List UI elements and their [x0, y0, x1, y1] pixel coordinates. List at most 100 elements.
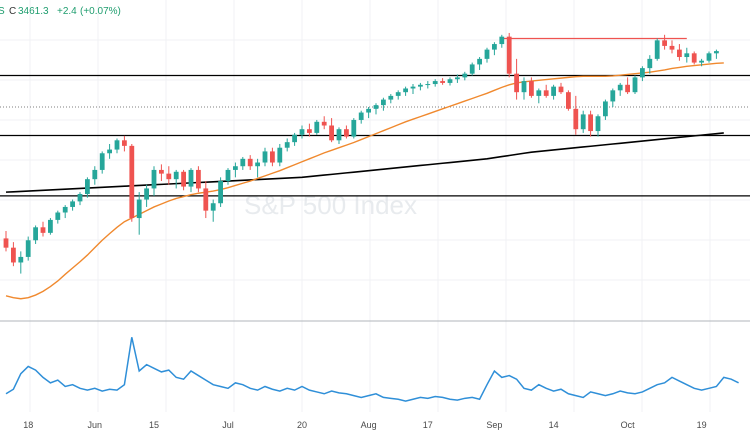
candle-63 [469, 62, 475, 76]
candle-66 [492, 42, 497, 56]
candle-body [381, 99, 386, 106]
candle-body [284, 142, 290, 148]
candle-body [543, 90, 549, 96]
grid-lines [0, 0, 750, 412]
candle-body [669, 45, 675, 50]
candle-27 [203, 181, 209, 219]
candle-0 [3, 231, 9, 252]
candle-body [144, 188, 149, 200]
candle-body [566, 92, 571, 109]
candle-47 [351, 118, 357, 139]
candle-41 [307, 123, 312, 137]
candle-75 [558, 82, 564, 95]
candle-body [351, 119, 357, 137]
candle-body [262, 151, 268, 163]
candle-94 [699, 58, 704, 67]
header-close-label: C [9, 6, 16, 17]
candle-body [196, 169, 201, 189]
ma-slow-path [5, 132, 724, 193]
candle-26 [196, 166, 201, 193]
candle-40 [299, 125, 305, 139]
candle-body [114, 140, 120, 150]
candle-body [551, 86, 556, 96]
candle-53 [395, 90, 401, 100]
candle-body [11, 247, 16, 263]
candle-2 [18, 251, 24, 274]
candle-body [684, 53, 690, 58]
candle-body [321, 121, 327, 126]
candle-body [610, 90, 616, 102]
candle-body [492, 44, 497, 50]
candle-body [425, 84, 431, 86]
candle-body [647, 58, 653, 69]
candle-body [307, 129, 312, 133]
candle-body [617, 84, 623, 91]
candle-45 [336, 127, 342, 145]
x-tick-label: Sep [486, 420, 502, 430]
candle-7 [55, 210, 61, 224]
candle-30 [225, 168, 231, 185]
candle-20 [151, 166, 157, 196]
candle-79 [588, 110, 593, 137]
candle-body [18, 256, 24, 263]
candle-body [188, 169, 194, 187]
candle-57 [425, 81, 431, 89]
candle-body [447, 79, 453, 83]
candle-body [344, 129, 349, 137]
candle-43 [321, 116, 327, 130]
candle-body [506, 36, 512, 74]
header-change: +2.4 [57, 6, 77, 17]
candle-body [595, 116, 601, 132]
ma-fast-line [5, 62, 724, 300]
candle-body [469, 64, 475, 74]
watermark-text: S&P 500 Index [244, 190, 417, 220]
candle-body [203, 188, 209, 211]
candle-54 [403, 86, 408, 96]
candle-70 [521, 77, 527, 100]
candle-33 [247, 155, 253, 170]
x-tick-label: 15 [149, 420, 159, 430]
candle-17 [129, 144, 135, 222]
candle-89 [662, 34, 667, 50]
candle-body [159, 169, 164, 174]
candle-16 [122, 135, 127, 152]
candle-body [706, 53, 712, 61]
candle-body [395, 92, 401, 96]
candle-body [99, 153, 105, 170]
candle-62 [462, 71, 468, 81]
candle-body [632, 77, 638, 93]
candle-body [3, 238, 9, 248]
candle-77 [573, 95, 579, 135]
candle-61 [455, 74, 460, 83]
candle-3 [25, 236, 31, 261]
candle-31 [233, 162, 238, 178]
x-tick-label: Jul [222, 420, 234, 430]
candle-68 [506, 32, 512, 78]
candle-body [136, 199, 142, 219]
candle-body [218, 181, 223, 204]
candle-69 [514, 58, 519, 100]
candle-74 [551, 84, 556, 100]
candle-body [277, 147, 283, 163]
candle-22 [166, 166, 172, 185]
x-tick-label: 14 [549, 420, 559, 430]
candle-body [484, 49, 490, 59]
candle-body [373, 105, 379, 109]
candle-body [403, 88, 408, 93]
candle-body [336, 129, 342, 141]
candle-23 [173, 169, 179, 189]
candle-body [603, 101, 608, 117]
candle-body [233, 166, 238, 170]
candle-body [92, 169, 98, 180]
candle-body [580, 114, 586, 130]
candle-body [122, 140, 127, 146]
candle-32 [240, 156, 246, 170]
candle-body [529, 81, 534, 96]
candle-body [521, 81, 527, 93]
candle-body [573, 108, 579, 130]
candle-body [514, 73, 519, 93]
candle-body [329, 125, 334, 141]
candle-body [77, 193, 83, 202]
candle-87 [647, 55, 653, 74]
candle-body [654, 40, 660, 59]
